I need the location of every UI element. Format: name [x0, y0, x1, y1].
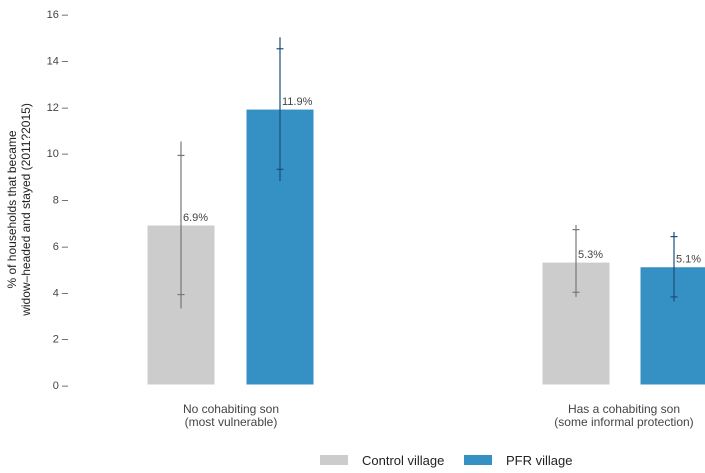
y-tick-label: 0 – [53, 380, 69, 392]
value-label: 5.1% [676, 254, 701, 266]
category-label: (some informal protection) [554, 415, 693, 429]
y-axis-title-line: widow–headed and stayed (2011?2015) [19, 103, 33, 317]
category-label: (most vulnerable) [185, 415, 278, 429]
value-label: 5.3% [578, 249, 603, 261]
y-tick-label: 16 – [47, 9, 69, 21]
y-axis: 0 – 2 – 4 – 6 – 8 – 10 – 12 – 14 – 16 – [47, 9, 69, 392]
y-tick-label: 4 – [53, 287, 69, 299]
x-axis-categories: No cohabiting son(most vulnerable) Has a … [183, 402, 694, 429]
y-tick-label: 14 – [47, 55, 69, 67]
legend-label: Control village [362, 453, 444, 468]
value-label: 11.9% [282, 96, 313, 108]
legend: Control village PFR village [320, 453, 572, 468]
y-axis-title-line: % of households that became [5, 130, 19, 288]
category-label: Has a cohabiting son [568, 402, 680, 416]
legend-swatch [320, 455, 348, 465]
legend-swatch [464, 455, 492, 465]
y-tick-label: 6 – [53, 241, 69, 253]
bars: 6.9% 5.3% 11.9% 5.1% [146, 37, 705, 386]
legend-label: PFR village [506, 453, 572, 468]
bar [639, 266, 705, 386]
y-tick-label: 2 – [53, 334, 69, 346]
y-tick-label: 10 – [47, 148, 69, 160]
y-tick-label: 8 – [53, 195, 69, 207]
category-label: No cohabiting son [183, 402, 279, 416]
y-axis-title: % of households that became widow–headed … [5, 103, 33, 317]
y-tick-label: 12 – [47, 102, 69, 114]
value-label: 6.9% [183, 212, 208, 224]
